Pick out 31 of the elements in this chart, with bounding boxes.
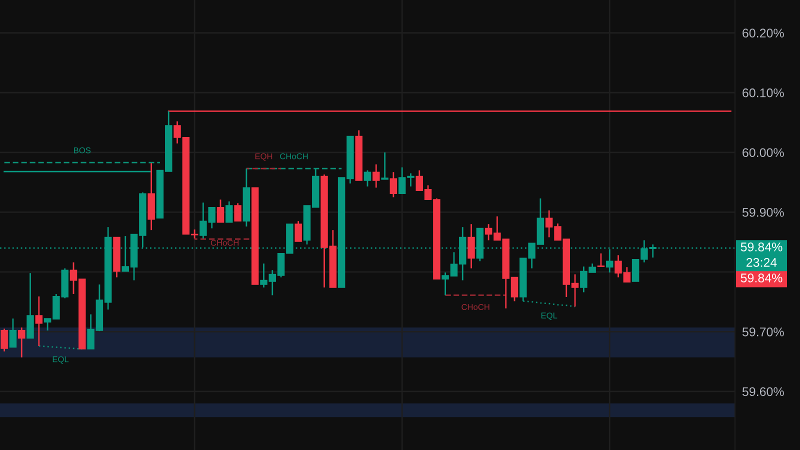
candlestick — [364, 170, 372, 188]
candlestick — [0, 328, 8, 352]
text: 59.84% — [740, 274, 782, 282]
y-tick-label: 59.60% — [742, 387, 784, 396]
series-label: CHoCH — [462, 304, 490, 310]
series-label: BOS — [74, 147, 91, 154]
candlestick — [216, 198, 224, 224]
y-tick-label: 60.10% — [742, 88, 784, 98]
candlestick — [372, 164, 380, 188]
ref-line-label: 59.84% — [740, 242, 782, 252]
candlestick — [26, 272, 34, 339]
candlestick — [9, 318, 17, 348]
candlestick — [468, 223, 475, 270]
y-tick-label: 60.00% — [742, 148, 784, 158]
candlestick — [390, 171, 398, 198]
series-label: CHoCH — [280, 153, 308, 160]
series-label: EQL — [52, 356, 69, 364]
candlestick — [597, 252, 605, 268]
y-tick-label: 60.20% — [742, 28, 784, 38]
candlestick — [35, 296, 43, 347]
candlestick — [381, 152, 388, 180]
candlestick — [226, 200, 233, 224]
candlestick — [234, 202, 242, 222]
series-label: CHoCH — [210, 240, 238, 246]
y-tick-label: 59.90% — [742, 208, 784, 217]
series-label: EQL — [541, 312, 558, 320]
candlestick — [294, 220, 302, 242]
series-label: EQH — [255, 153, 272, 161]
candlestick — [18, 326, 26, 358]
text: 23:24 — [746, 258, 777, 267]
y-tick-label: 59.70% — [742, 327, 784, 336]
